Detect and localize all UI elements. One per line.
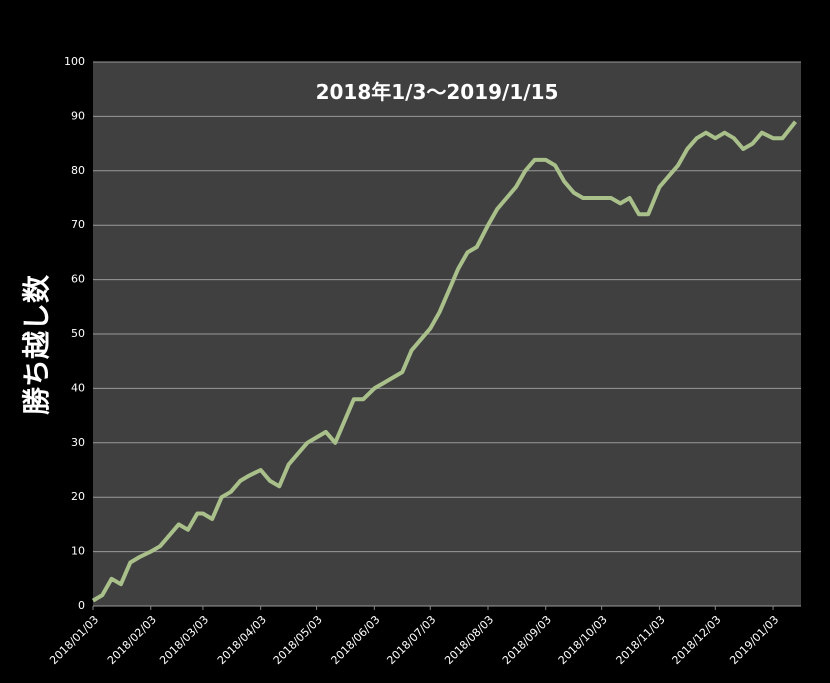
- x-tick-label: 2018/04/03: [215, 613, 269, 667]
- y-tick-label: 60: [71, 273, 85, 286]
- y-tick-label: 30: [71, 436, 85, 449]
- y-tick-label: 100: [64, 55, 85, 68]
- y-tick-label: 10: [71, 545, 85, 558]
- x-tick-label: 2018/02/03: [105, 613, 159, 667]
- y-tick-label: 20: [71, 490, 85, 503]
- x-tick-label: 2018/08/03: [442, 613, 496, 667]
- x-tick-label: 2018/03/03: [157, 613, 211, 667]
- x-tick-label: 2018/10/03: [556, 613, 610, 667]
- chart-title: 2018年1/3～2019/1/15: [316, 80, 559, 104]
- x-tick-label: 2019/01/03: [727, 613, 781, 667]
- x-tick-label: 2018/06/03: [329, 613, 383, 667]
- x-tick-label: 2018/05/03: [271, 613, 325, 667]
- y-tick-label: 40: [71, 381, 85, 394]
- y-tick-label: 50: [71, 327, 85, 340]
- x-tick-label: 2018/01/03: [47, 613, 101, 667]
- y-tick-label: 80: [71, 164, 85, 177]
- x-tick-label: 2018/12/03: [670, 613, 724, 667]
- y-axis-label: 勝ち越し数: [20, 274, 53, 415]
- y-tick-label: 90: [71, 109, 85, 122]
- data-line: [91, 120, 797, 603]
- x-tick-label: 2018/09/03: [500, 613, 554, 667]
- y-tick-label: 0: [78, 599, 85, 612]
- x-tick-label: 2018/11/03: [614, 613, 668, 667]
- y-tick-label: 70: [71, 218, 85, 231]
- x-tick-label: 2018/07/03: [384, 613, 438, 667]
